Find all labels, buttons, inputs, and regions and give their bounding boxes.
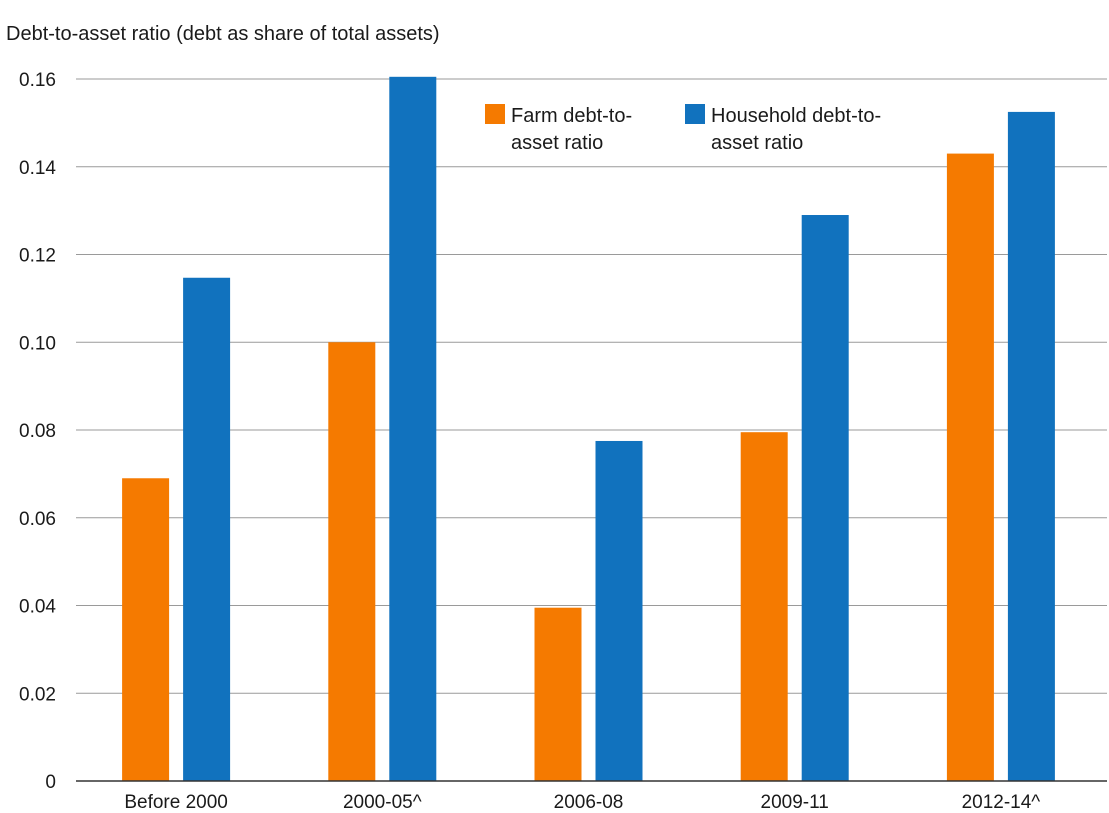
- y-tick-label: 0.14: [19, 158, 56, 179]
- bar-household-4: [801, 215, 849, 781]
- legend: Farm debt-to-asset ratio Household debt-t…: [485, 104, 881, 154]
- bar-household-3: [595, 440, 643, 781]
- bar-farm-1: [122, 478, 170, 781]
- bar-household-1: [183, 277, 231, 781]
- bars: [122, 76, 1055, 781]
- bar-farm-2: [328, 342, 376, 781]
- y-tick-label: 0.16: [19, 70, 56, 91]
- y-tick-label: 0.12: [19, 246, 56, 267]
- y-tick-label: 0.02: [19, 684, 56, 705]
- gridlines: [76, 78, 1107, 694]
- x-tick-label: 2009-11: [761, 792, 829, 813]
- bar-farm-5: [946, 153, 994, 781]
- y-axis-title: Debt-to-asset ratio (debt as share of to…: [6, 23, 440, 45]
- legend-household-label: Household debt-to-: [711, 105, 881, 127]
- bar-farm-4: [740, 432, 788, 781]
- bar-farm-3: [534, 607, 582, 781]
- bar-household-2: [389, 76, 437, 781]
- legend-farm-label: Farm debt-to-: [511, 105, 632, 127]
- legend-household-label: asset ratio: [711, 132, 803, 154]
- x-tick-label: 2006-08: [554, 792, 624, 813]
- x-tick-label: 2012-14^: [962, 792, 1041, 813]
- bar-household-5: [1007, 111, 1055, 781]
- y-tick-label: 0.04: [19, 597, 56, 618]
- legend-household-swatch: [685, 104, 705, 124]
- x-tick-label: Before 2000: [124, 792, 228, 813]
- y-tick-label: 0.10: [19, 333, 56, 354]
- y-tick-label: 0: [45, 772, 56, 793]
- y-axis-ticks: 0 0.02 0.04 0.06 0.08 0.10 0.12 0.14 0.16: [19, 70, 56, 793]
- x-tick-label: 2000-05^: [343, 792, 422, 813]
- y-tick-label: 0.08: [19, 421, 56, 442]
- y-tick-label: 0.06: [19, 509, 56, 530]
- legend-farm-swatch: [485, 104, 505, 124]
- legend-farm-label: asset ratio: [511, 132, 603, 154]
- x-axis-ticks: Before 2000 2000-05^ 2006-08 2009-11 2012-14…: [124, 792, 1040, 813]
